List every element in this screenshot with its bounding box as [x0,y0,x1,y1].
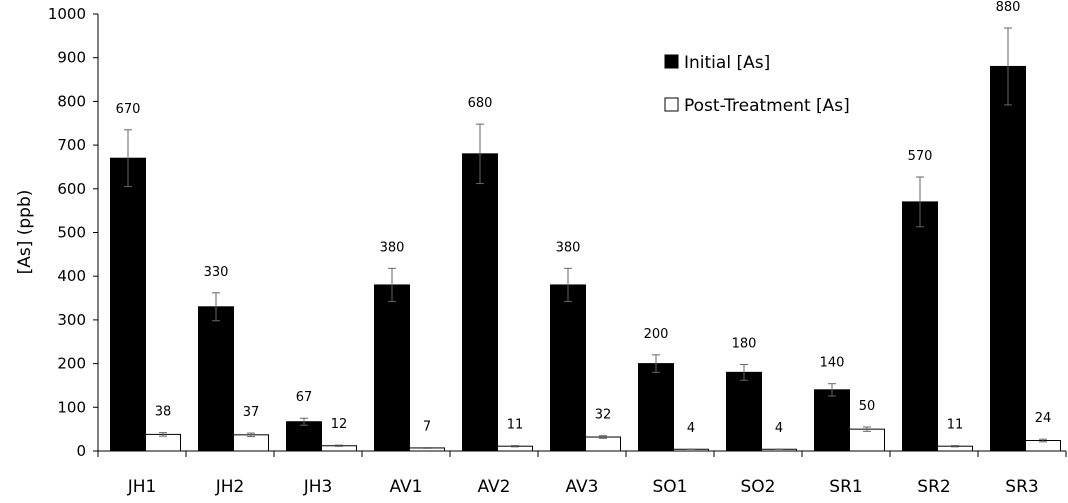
bar-initial [550,284,586,452]
y-tick-label: 600 [57,180,86,198]
data-label-post-treatment: 50 [859,399,876,414]
data-label-initial: 570 [908,149,933,164]
y-tick-label: 1000 [48,5,86,23]
bar-initial [638,363,674,452]
y-tick-label: 100 [57,398,86,416]
x-category-label: JH3 [303,477,333,497]
bar-initial [198,306,234,452]
legend-swatch-initial [664,54,679,69]
data-labels-layer: 670 38 330 37 67 12 380 7 680 11 380 32 200 4 180 4 140 5… [116,0,1052,436]
data-label-post-treatment: 38 [155,405,172,420]
data-label-post-treatment: 7 [423,420,431,435]
data-label-initial: 380 [380,240,405,255]
data-label-post-treatment: 4 [687,421,695,436]
x-category-label: SO1 [653,477,688,497]
y-tick-label: 900 [57,49,86,67]
y-tick-label: 800 [57,92,86,110]
bar-initial [110,157,146,452]
y-tick-label: 0 [76,442,86,460]
x-category-label: SR1 [829,477,862,497]
x-category-label: SR3 [1005,477,1038,497]
bar-initial [286,421,322,452]
x-category-label: JH2 [215,477,245,497]
bar-initial [902,201,938,452]
legend: Initial [As] Post-Treatment [As] [664,53,850,116]
data-label-post-treatment: 32 [595,408,612,423]
data-label-initial: 670 [116,102,141,117]
y-tick-label: 300 [57,311,86,329]
data-label-post-treatment: 37 [243,405,260,420]
data-label-initial: 380 [556,240,581,255]
data-label-initial: 140 [820,356,845,371]
x-category-label: SO2 [741,477,776,497]
data-label-initial: 880 [996,0,1021,15]
data-label-post-treatment: 24 [1035,411,1052,426]
bar-initial [814,389,850,452]
data-label-initial: 680 [468,96,493,111]
y-tick-label: 200 [57,355,86,373]
bar-post-treatment [145,433,181,452]
bar-post-treatment [849,428,885,452]
y-tick-label: 400 [57,267,86,285]
bar-initial [726,371,762,452]
data-label-post-treatment: 12 [331,417,348,432]
data-label-post-treatment: 4 [775,421,783,436]
legend-label-initial: Initial [As] [684,53,770,73]
data-label-initial: 200 [644,327,669,342]
x-category-label: SR2 [917,477,950,497]
legend-swatch-post-treatment [664,97,679,112]
data-label-post-treatment: 11 [507,418,524,433]
data-label-initial: 330 [204,265,229,280]
bar-initial [374,284,410,452]
error-bars-layer [124,27,1047,450]
x-category-label: JH1 [127,477,157,497]
data-label-post-treatment: 11 [947,418,964,433]
data-label-initial: 180 [732,336,757,351]
y-tick-label: 500 [57,224,86,242]
bars-layer [110,65,1061,452]
bar-initial [462,153,498,452]
x-category-label: AV1 [390,477,423,497]
bar-initial [990,65,1026,452]
x-category-layer: JH1 JH2 JH3 AV1 AV2 AV3 SO1 SO2 SR1 SR2 SR3 [127,477,1039,497]
x-category-label: AV3 [566,477,599,497]
y-tick-layer: 0 100 200 300 400 500 600 700 800 900 1000 [48,5,98,460]
data-label-initial: 67 [296,390,313,405]
bar-post-treatment [233,434,269,452]
y-axis-title: [As] (ppb) [15,190,35,275]
y-tick-label: 700 [57,136,86,154]
x-category-label: AV2 [478,477,511,497]
bar-post-treatment [585,436,621,452]
legend-label-post-treatment: Post-Treatment [As] [684,96,850,116]
